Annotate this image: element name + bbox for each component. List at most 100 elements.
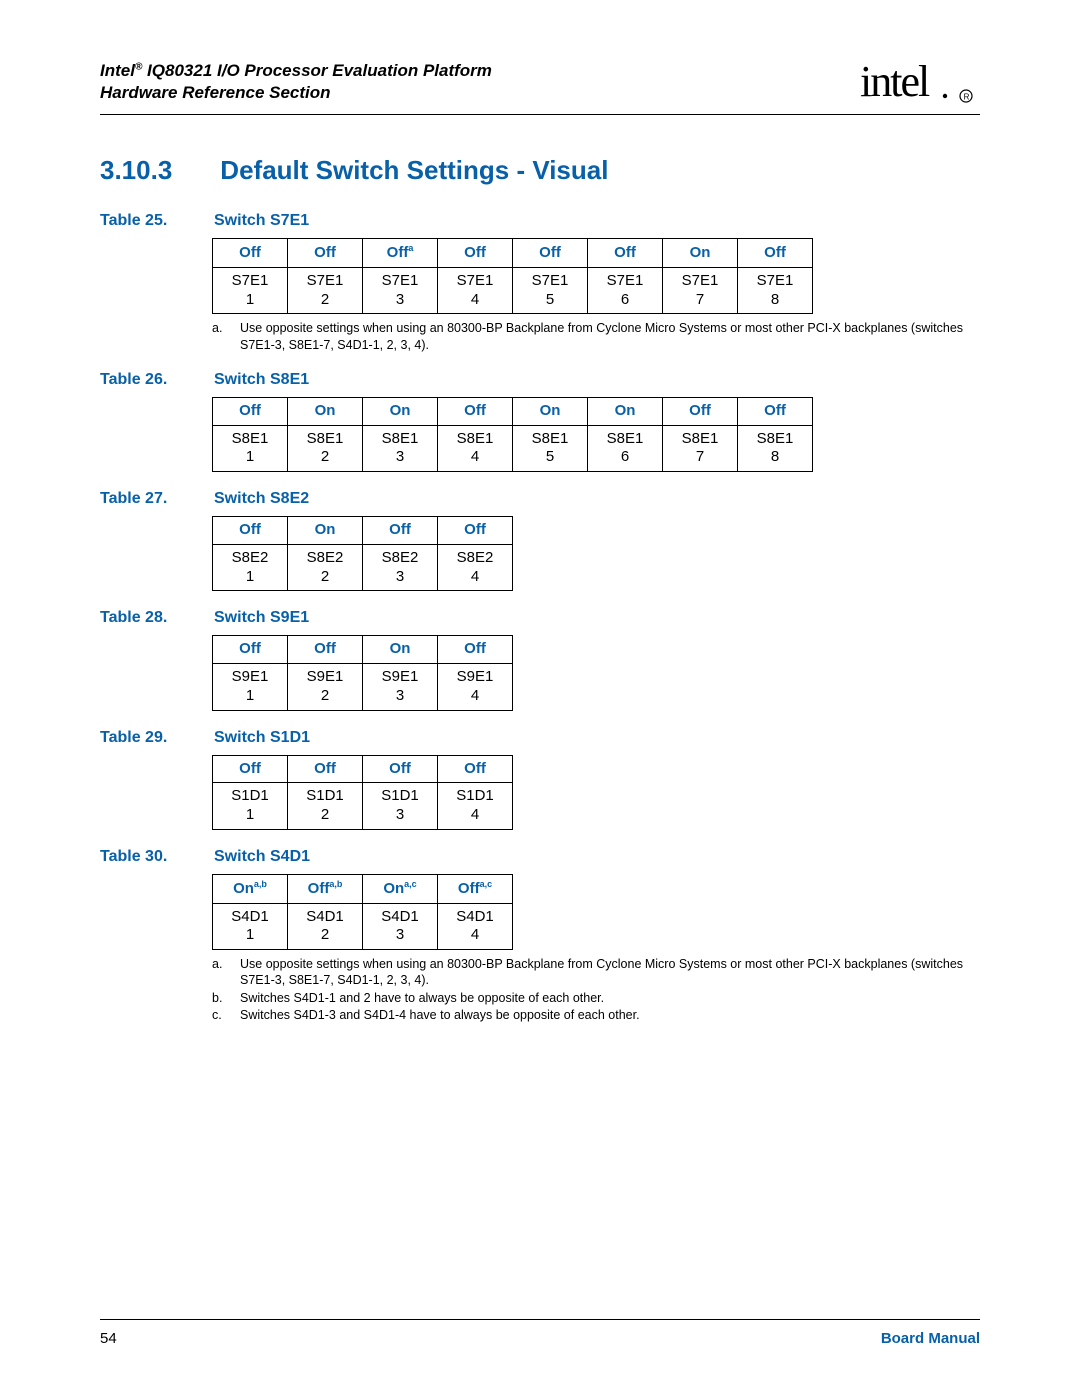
- switch-cell: S8E21: [213, 544, 288, 591]
- switch-state-header: Ona,b: [213, 874, 288, 903]
- footnote: b.Switches S4D1-1 and 2 have to always b…: [212, 990, 980, 1006]
- switch-state-header: On: [663, 239, 738, 268]
- switch-state-header: Off: [438, 517, 513, 545]
- table-wrap: OffOnOnOffOnOnOffOffS8E11S8E12S8E13S8E14…: [100, 397, 980, 472]
- switch-state-header: Off: [213, 636, 288, 664]
- table-title: Switch S1D1: [214, 729, 310, 747]
- table-title: Switch S8E2: [214, 490, 309, 508]
- switch-cell: S8E18: [738, 425, 813, 472]
- switch-cell: S8E22: [288, 544, 363, 591]
- switch-cell: S7E16: [588, 267, 663, 314]
- switch-cell: S8E15: [513, 425, 588, 472]
- table-footnotes: a. Use opposite settings when using an 80…: [100, 956, 980, 1023]
- switch-state-header: Off: [213, 755, 288, 783]
- intel-logo: intel R: [860, 60, 980, 106]
- switch-cell: S8E12: [288, 425, 363, 472]
- table-number: Table 27.: [100, 490, 178, 508]
- switch-cell: S7E14: [438, 267, 513, 314]
- switch-table: OffOnOnOffOnOnOffOffS8E11S8E12S8E13S8E14…: [212, 397, 813, 472]
- switch-state-header: Off: [438, 239, 513, 268]
- table-caption: Table 29. Switch S1D1: [100, 729, 980, 747]
- switch-cell: S1D11: [213, 783, 288, 830]
- switch-state-header: Off: [363, 755, 438, 783]
- switch-cell: S4D14: [438, 903, 513, 950]
- switch-table: OffOnOffOffS8E21S8E22S8E23S8E24: [212, 516, 513, 591]
- switch-state-header: Offa,c: [438, 874, 513, 903]
- switch-state-header: Off: [213, 517, 288, 545]
- switch-state-header: Off: [213, 397, 288, 425]
- switch-cell: S7E18: [738, 267, 813, 314]
- switch-state-header: Off: [738, 239, 813, 268]
- switch-state-header: On: [363, 636, 438, 664]
- table-title: Switch S4D1: [214, 848, 310, 866]
- switch-state-header: On: [288, 397, 363, 425]
- footer-label: Board Manual: [881, 1330, 980, 1347]
- footnote-marker: b.: [212, 990, 226, 1006]
- switch-state-header: On: [588, 397, 663, 425]
- footnote-marker: c.: [212, 1007, 226, 1023]
- doc-title-line1-pre: Intel: [100, 61, 135, 80]
- tables-container: Table 25.Switch S7E1OffOffOffaOffOffOffO…: [100, 212, 980, 1023]
- switch-state-header: On: [288, 517, 363, 545]
- section-heading: 3.10.3 Default Switch Settings - Visual: [100, 155, 980, 186]
- table-footnotes: a. Use opposite settings when using an 80…: [100, 320, 980, 353]
- table-caption: Table 26. Switch S8E1: [100, 371, 980, 389]
- switch-cell: S9E14: [438, 664, 513, 711]
- table-wrap: Ona,bOffa,bOna,cOffa,c S4D11S4D12S4D13S4D…: [100, 874, 980, 950]
- switch-state-header: Offa,b: [288, 874, 363, 903]
- page-number: 54: [100, 1330, 117, 1347]
- switch-state-header: On: [513, 397, 588, 425]
- switch-state-header: Off: [438, 755, 513, 783]
- switch-cell: S9E13: [363, 664, 438, 711]
- switch-cell: S7E12: [288, 267, 363, 314]
- switch-state-header: Off: [663, 397, 738, 425]
- footnote-text: Use opposite settings when using an 8030…: [240, 956, 980, 989]
- table-title: Switch S8E1: [214, 371, 309, 389]
- doc-title-line2: Hardware Reference Section: [100, 83, 331, 102]
- table-wrap: OffOnOffOffS8E21S8E22S8E23S8E24: [100, 516, 980, 591]
- switch-cell: S1D13: [363, 783, 438, 830]
- switch-cell: S1D12: [288, 783, 363, 830]
- table-wrap: OffOffOffOffS1D11S1D12S1D13S1D14: [100, 755, 980, 830]
- doc-title: Intel® IQ80321 I/O Processor Evaluation …: [100, 60, 492, 104]
- switch-cell: S4D12: [288, 903, 363, 950]
- table-wrap: OffOffOffaOffOffOffOnOffS7E11S7E12S7E13S…: [100, 238, 980, 314]
- switch-cell: S7E17: [663, 267, 738, 314]
- switch-cell: S8E24: [438, 544, 513, 591]
- switch-table: OffOffOnOffS9E11S9E12S9E13S9E14: [212, 635, 513, 710]
- switch-state-header: Off: [438, 636, 513, 664]
- switch-cell: S4D13: [363, 903, 438, 950]
- switch-state-header: On: [363, 397, 438, 425]
- section-number: 3.10.3: [100, 155, 172, 186]
- table-number: Table 30.: [100, 848, 178, 866]
- switch-cell: S9E11: [213, 664, 288, 711]
- switch-state-header: Off: [588, 239, 663, 268]
- svg-text:R: R: [964, 93, 970, 102]
- switch-table: OffOffOffOffS1D11S1D12S1D13S1D14: [212, 755, 513, 830]
- switch-cell: S9E12: [288, 664, 363, 711]
- switch-state-header: Off: [288, 755, 363, 783]
- table-number: Table 28.: [100, 609, 178, 627]
- switch-cell: S8E13: [363, 425, 438, 472]
- switch-cell: S8E14: [438, 425, 513, 472]
- table-title: Switch S9E1: [214, 609, 309, 627]
- table-caption: Table 27. Switch S8E2: [100, 490, 980, 508]
- header-row: Intel® IQ80321 I/O Processor Evaluation …: [100, 60, 980, 106]
- footnote-marker: a.: [212, 956, 226, 989]
- switch-state-header: Offa: [363, 239, 438, 268]
- table-number: Table 25.: [100, 212, 178, 230]
- table-title: Switch S7E1: [214, 212, 309, 230]
- footnote: c.Switches S4D1-3 and S4D1-4 have to alw…: [212, 1007, 980, 1023]
- switch-state-header: Ona,c: [363, 874, 438, 903]
- doc-title-line1-post: IQ80321 I/O Processor Evaluation Platfor…: [142, 61, 492, 80]
- switch-state-header: Off: [738, 397, 813, 425]
- table-number: Table 29.: [100, 729, 178, 747]
- svg-text:intel: intel: [860, 60, 930, 106]
- switch-state-header: Off: [288, 636, 363, 664]
- table-wrap: OffOffOnOffS9E11S9E12S9E13S9E14: [100, 635, 980, 710]
- footnote: a. Use opposite settings when using an 80…: [212, 320, 980, 353]
- footnote-text: Use opposite settings when using an 8030…: [240, 320, 980, 353]
- switch-cell: S4D11: [213, 903, 288, 950]
- table-number: Table 26.: [100, 371, 178, 389]
- footnote-marker: a.: [212, 320, 226, 353]
